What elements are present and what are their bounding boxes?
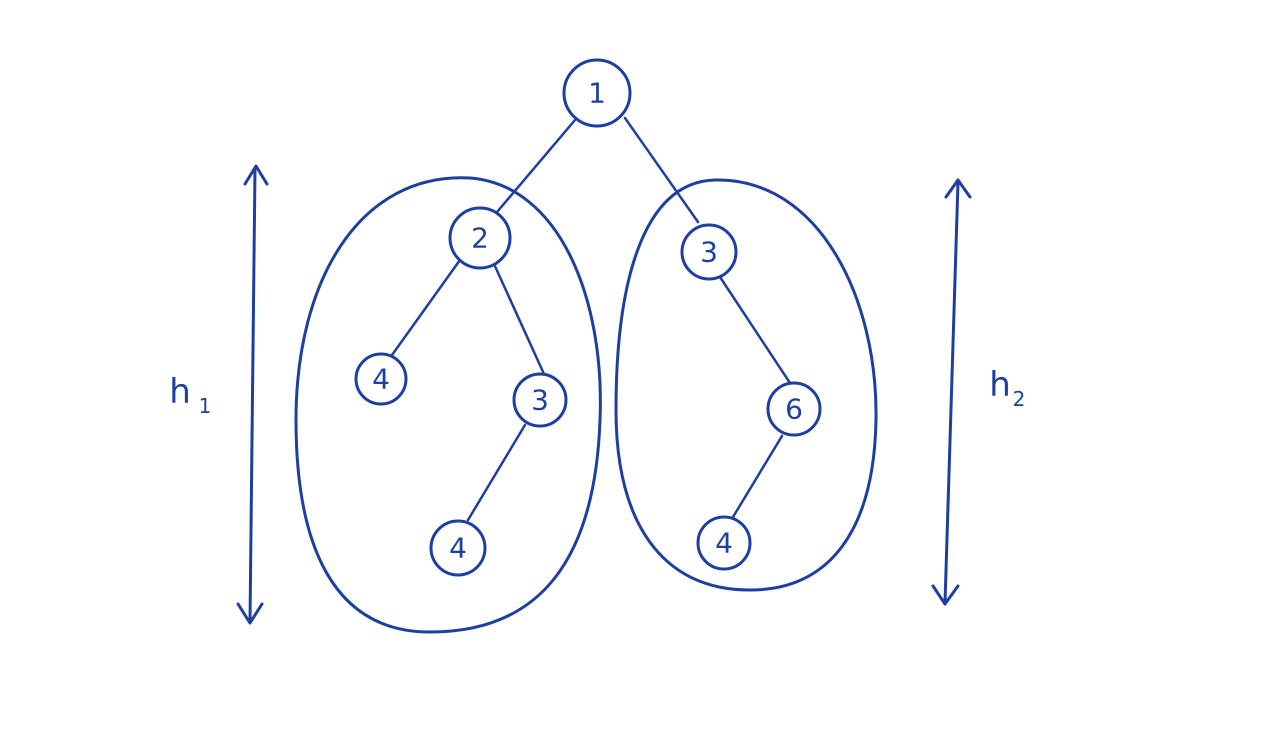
edge-3-6 (716, 272, 792, 385)
node-right-3-label: 3 (700, 236, 718, 269)
node-left-3-label: 3 (531, 384, 549, 417)
left-height-label-base: h (169, 372, 191, 412)
node-root-label: 1 (588, 77, 606, 110)
left-height-arrow (236, 164, 269, 625)
edge-2-4 (390, 258, 462, 357)
right-height-label-sub: 2 (1013, 387, 1026, 411)
node-left-4-label: 4 (372, 363, 390, 396)
node-right-6: 6 (766, 381, 822, 437)
node-left-4-bottom-label: 4 (449, 532, 467, 565)
right-height-label-base: h (989, 365, 1011, 405)
node-right-6-label: 6 (785, 393, 803, 426)
right-height-arrow (931, 178, 972, 606)
node-left-2: 2 (448, 206, 512, 270)
node-right-3: 3 (680, 223, 738, 281)
node-right-4-label: 4 (715, 527, 733, 560)
left-height-label-sub: 1 (199, 394, 212, 418)
edge-1-2 (495, 118, 577, 214)
node-root: 1 (562, 58, 632, 128)
node-left-4-bottom: 4 (429, 519, 487, 577)
node-left-4: 4 (354, 352, 408, 406)
node-right-4: 4 (696, 515, 752, 571)
right-subtree-enclosure (614, 178, 878, 592)
edge-6-4 (731, 434, 784, 519)
node-left-2-label: 2 (471, 222, 489, 255)
edge-1-3 (623, 116, 700, 224)
edge-2-3 (492, 262, 546, 376)
node-left-3: 3 (512, 372, 568, 428)
right-height-label: h 2 (989, 365, 1025, 411)
left-height-label: h 1 (169, 372, 211, 418)
edge-3-4 (466, 423, 527, 522)
left-subtree-enclosure (294, 176, 602, 634)
